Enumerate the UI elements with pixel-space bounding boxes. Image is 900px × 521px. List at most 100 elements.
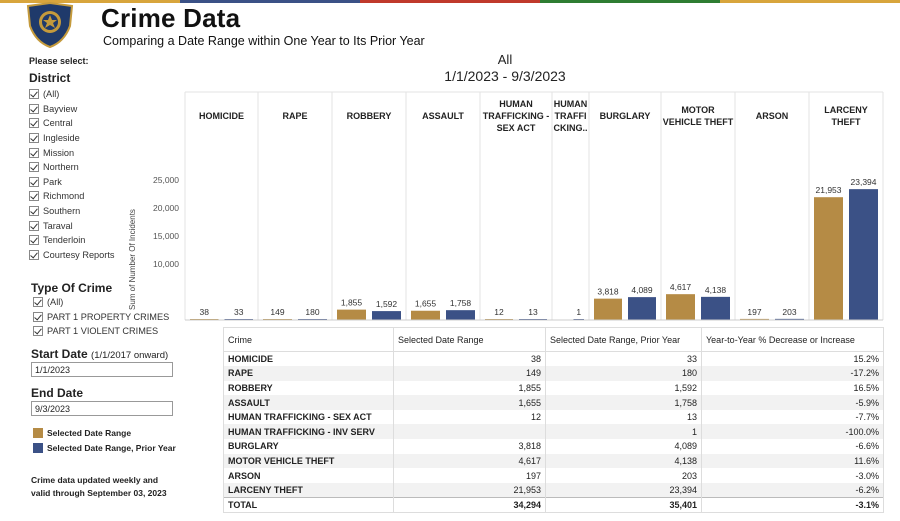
prior-cell: 33 bbox=[545, 351, 702, 367]
checkbox-checked-icon[interactable] bbox=[29, 133, 39, 144]
bar-value-label: 149 bbox=[270, 307, 284, 317]
change-cell: -100.0% bbox=[701, 424, 884, 440]
district-filter-list: (All) Bayview Central Ingleside Mission North… bbox=[29, 87, 189, 262]
data-update-note: Crime data updated weekly and valid thro… bbox=[31, 474, 201, 500]
bar-selected bbox=[594, 298, 622, 320]
district-option-label: Park bbox=[43, 176, 62, 187]
crime-cell: HUMAN TRAFFICKING - SEX ACT bbox=[223, 409, 394, 425]
start-date-input[interactable] bbox=[31, 362, 173, 377]
crime-type-option-label: PART 1 VIOLENT CRIMES bbox=[47, 326, 159, 337]
column-header: ARSON bbox=[755, 111, 789, 121]
y-tick-label: 15,000 bbox=[153, 231, 179, 241]
district-filter-title: District bbox=[29, 71, 71, 85]
prior-cell: 4,138 bbox=[545, 453, 702, 469]
district-option[interactable]: Bayview bbox=[29, 102, 189, 117]
crime-type-option[interactable]: PART 1 PROPERTY CRIMES bbox=[33, 310, 169, 325]
crime-type-option[interactable]: PART 1 VIOLENT CRIMES bbox=[33, 324, 169, 339]
col-header-prior: Selected Date Range, Prior Year bbox=[545, 327, 702, 352]
note-line-1: Crime data updated weekly and bbox=[31, 475, 159, 485]
change-cell: -6.6% bbox=[701, 439, 884, 454]
police-badge-icon bbox=[26, 2, 74, 48]
column-header: LARCENY THEFT bbox=[824, 105, 868, 127]
prior-cell: 13 bbox=[545, 409, 702, 425]
y-tick-label: 10,000 bbox=[153, 259, 179, 269]
checkbox-checked-icon[interactable] bbox=[29, 249, 39, 260]
page-subtitle: Comparing a Date Range within One Year t… bbox=[103, 34, 425, 48]
checkbox-checked-icon[interactable] bbox=[29, 147, 39, 158]
checkbox-checked-icon[interactable] bbox=[29, 89, 39, 100]
table-total-row: TOTAL 34,294 35,401 -3.1% bbox=[223, 496, 884, 513]
checkbox-checked-icon[interactable] bbox=[29, 118, 39, 129]
table-row: LARCENY THEFT 21,953 23,394 -6.2% bbox=[223, 482, 884, 498]
crime-type-option-label: PART 1 PROPERTY CRIMES bbox=[47, 311, 170, 322]
checkbox-checked-icon[interactable] bbox=[33, 326, 43, 337]
bar-selected bbox=[666, 294, 695, 320]
prior-cell: 1 bbox=[545, 424, 702, 440]
bar-value-label: 1,592 bbox=[376, 299, 398, 309]
district-option[interactable]: Taraval bbox=[29, 218, 189, 233]
prior-cell: 203 bbox=[545, 468, 702, 483]
bar-value-label: 203 bbox=[782, 307, 796, 317]
crime-type-option-label: (All) bbox=[47, 297, 64, 308]
district-option[interactable]: Courtesy Reports bbox=[29, 248, 189, 263]
bar-prior bbox=[372, 311, 401, 320]
district-option[interactable]: Tenderloin bbox=[29, 233, 189, 248]
bar-prior bbox=[701, 296, 730, 320]
district-option[interactable]: Ingleside bbox=[29, 131, 189, 146]
district-option[interactable]: Richmond bbox=[29, 189, 189, 204]
bar-value-label: 1,655 bbox=[415, 299, 437, 309]
column-header: RAPE bbox=[282, 111, 308, 121]
change-cell: -17.2% bbox=[701, 366, 884, 381]
bar-selected bbox=[814, 197, 843, 320]
page-title: Crime Data bbox=[101, 3, 241, 33]
prior-cell: 1,758 bbox=[545, 395, 702, 410]
checkbox-checked-icon[interactable] bbox=[29, 162, 39, 173]
end-date-input[interactable] bbox=[31, 401, 173, 416]
strip-segment bbox=[720, 0, 900, 3]
checkbox-checked-icon[interactable] bbox=[29, 191, 39, 202]
column-header: HUMAN TRAFFICKING - SEX ACT bbox=[482, 99, 550, 133]
crime-type-option[interactable]: (All) bbox=[33, 295, 169, 310]
table-row: HOMICIDE 38 33 15.2% bbox=[223, 351, 884, 367]
filter-sidebar: Please select: District (All) Bayview Cent… bbox=[29, 54, 189, 262]
bar-value-label: 12 bbox=[494, 307, 504, 317]
checkbox-checked-icon[interactable] bbox=[33, 311, 43, 322]
bar-value-label: 4,089 bbox=[631, 285, 653, 295]
district-option[interactable]: Central bbox=[29, 116, 189, 131]
change-cell: 16.5% bbox=[701, 380, 884, 396]
legend-swatch-selected bbox=[33, 428, 43, 438]
district-option[interactable]: (All) bbox=[29, 87, 189, 102]
crime-cell: HOMICIDE bbox=[223, 351, 394, 367]
checkbox-checked-icon[interactable] bbox=[29, 103, 39, 114]
district-option-label: Tenderloin bbox=[43, 235, 86, 246]
col-header-change: Year-to-Year % Decrease or Increase bbox=[701, 327, 884, 352]
bar-value-label: 1,758 bbox=[450, 298, 472, 308]
checkbox-checked-icon[interactable] bbox=[29, 176, 39, 187]
bar-prior bbox=[849, 189, 878, 320]
district-option[interactable]: Southern bbox=[29, 204, 189, 219]
checkbox-checked-icon[interactable] bbox=[29, 220, 39, 231]
district-option-label: Bayview bbox=[43, 103, 78, 114]
prior-cell: 23,394 bbox=[545, 482, 702, 498]
crime-cell: RAPE bbox=[223, 366, 394, 381]
district-option-label: Central bbox=[43, 118, 73, 129]
district-option[interactable]: Northern bbox=[29, 160, 189, 175]
bar-prior bbox=[628, 297, 656, 320]
district-option[interactable]: Park bbox=[29, 175, 189, 190]
crime-cell: ARSON bbox=[223, 468, 394, 483]
checkbox-checked-icon[interactable] bbox=[29, 235, 39, 246]
col-header-selected: Selected Date Range bbox=[393, 327, 546, 352]
table-row: HUMAN TRAFFICKING - SEX ACT 12 13 -7.7% bbox=[223, 409, 884, 425]
selected-cell: 1,655 bbox=[393, 395, 546, 410]
change-cell: -7.7% bbox=[701, 409, 884, 425]
bar-value-label: 33 bbox=[234, 307, 244, 317]
crime-cell: TOTAL bbox=[223, 496, 394, 513]
checkbox-checked-icon[interactable] bbox=[33, 297, 43, 308]
district-option-label: Courtesy Reports bbox=[43, 249, 115, 260]
bar-value-label: 197 bbox=[747, 307, 761, 317]
district-option[interactable]: Mission bbox=[29, 145, 189, 160]
start-date-hint: (1/1/2017 onward) bbox=[91, 350, 169, 361]
checkbox-checked-icon[interactable] bbox=[29, 206, 39, 217]
bar-value-label: 3,818 bbox=[597, 287, 619, 297]
start-date-label: Start Date (1/1/2017 onward) bbox=[31, 347, 168, 361]
